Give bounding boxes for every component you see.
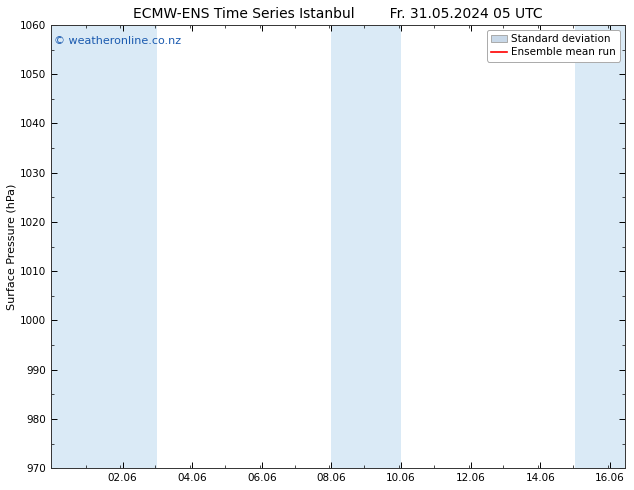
Bar <box>575 25 625 468</box>
Bar <box>332 25 401 468</box>
Title: ECMW-ENS Time Series Istanbul        Fr. 31.05.2024 05 UTC: ECMW-ENS Time Series Istanbul Fr. 31.05.… <box>133 7 543 21</box>
Y-axis label: Surface Pressure (hPa): Surface Pressure (hPa) <box>7 183 17 310</box>
Bar <box>51 25 157 468</box>
Text: © weatheronline.co.nz: © weatheronline.co.nz <box>54 36 181 46</box>
Legend: Standard deviation, Ensemble mean run: Standard deviation, Ensemble mean run <box>487 30 620 62</box>
